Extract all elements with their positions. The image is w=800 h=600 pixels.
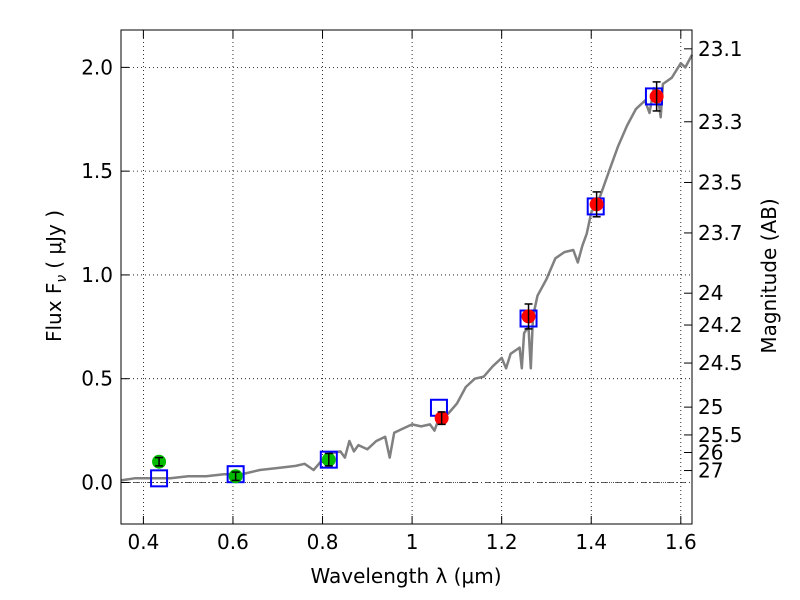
x-tick-label: 0.4	[127, 530, 159, 554]
x-tick-label: 1.2	[486, 530, 518, 554]
mag-tick-label: 25	[698, 395, 723, 419]
mag-tick-label: 23.3	[698, 110, 743, 134]
mag-tick-label: 24	[698, 281, 723, 305]
y-axis-label: Flux Fν ( μJy )	[42, 210, 70, 342]
mag-tick-label: 23.1	[698, 37, 743, 61]
mag-tick-label: 26	[698, 440, 723, 464]
model-sed-curve	[120, 54, 694, 482]
x-tick-label: 0.6	[217, 530, 249, 554]
mag-tick-label: 27	[698, 459, 723, 483]
x-tick-label: 1.6	[665, 530, 697, 554]
right-axis-label: Magnitude (AB)	[757, 198, 781, 353]
mag-tick-label: 23.5	[698, 170, 743, 194]
model-photometry-point	[150, 469, 169, 488]
mag-tick-label: 25.5	[698, 423, 743, 447]
y-tick-label: 0.0	[81, 470, 113, 494]
x-tick-label: 1	[406, 530, 419, 554]
y-tick-label: 2.0	[81, 55, 113, 79]
y-tick-label: 1.0	[81, 263, 113, 287]
mag-tick-label: 24.2	[698, 313, 743, 337]
tick-labels: 0.4 0.6 0.8 1 1.2 1.4 1.6 0.0 0.5 1.0 1.5 2.0 23.1 23…	[81, 37, 742, 554]
y-axis-label-sub: ν	[54, 275, 70, 283]
y-tick-label: 0.5	[81, 367, 113, 391]
axis-ticks	[121, 30, 692, 524]
data-markers	[150, 81, 664, 488]
plot-frame	[120, 29, 693, 525]
x-tick-label: 1.4	[575, 530, 607, 554]
y-axis-label-unit: ( μJy )	[42, 210, 66, 269]
mag-tick-label: 24.5	[698, 351, 743, 375]
y-tick-label: 1.5	[81, 159, 113, 183]
x-axis-label: Wavelength λ (μm)	[310, 564, 501, 588]
mag-tick-label: 23.7	[698, 221, 743, 245]
model-sed-line	[120, 54, 694, 482]
model-photometry-point	[319, 450, 338, 469]
x-tick-label: 0.8	[307, 530, 339, 554]
y-axis-label-main: Flux F	[42, 283, 66, 342]
grid-lines	[121, 30, 692, 524]
